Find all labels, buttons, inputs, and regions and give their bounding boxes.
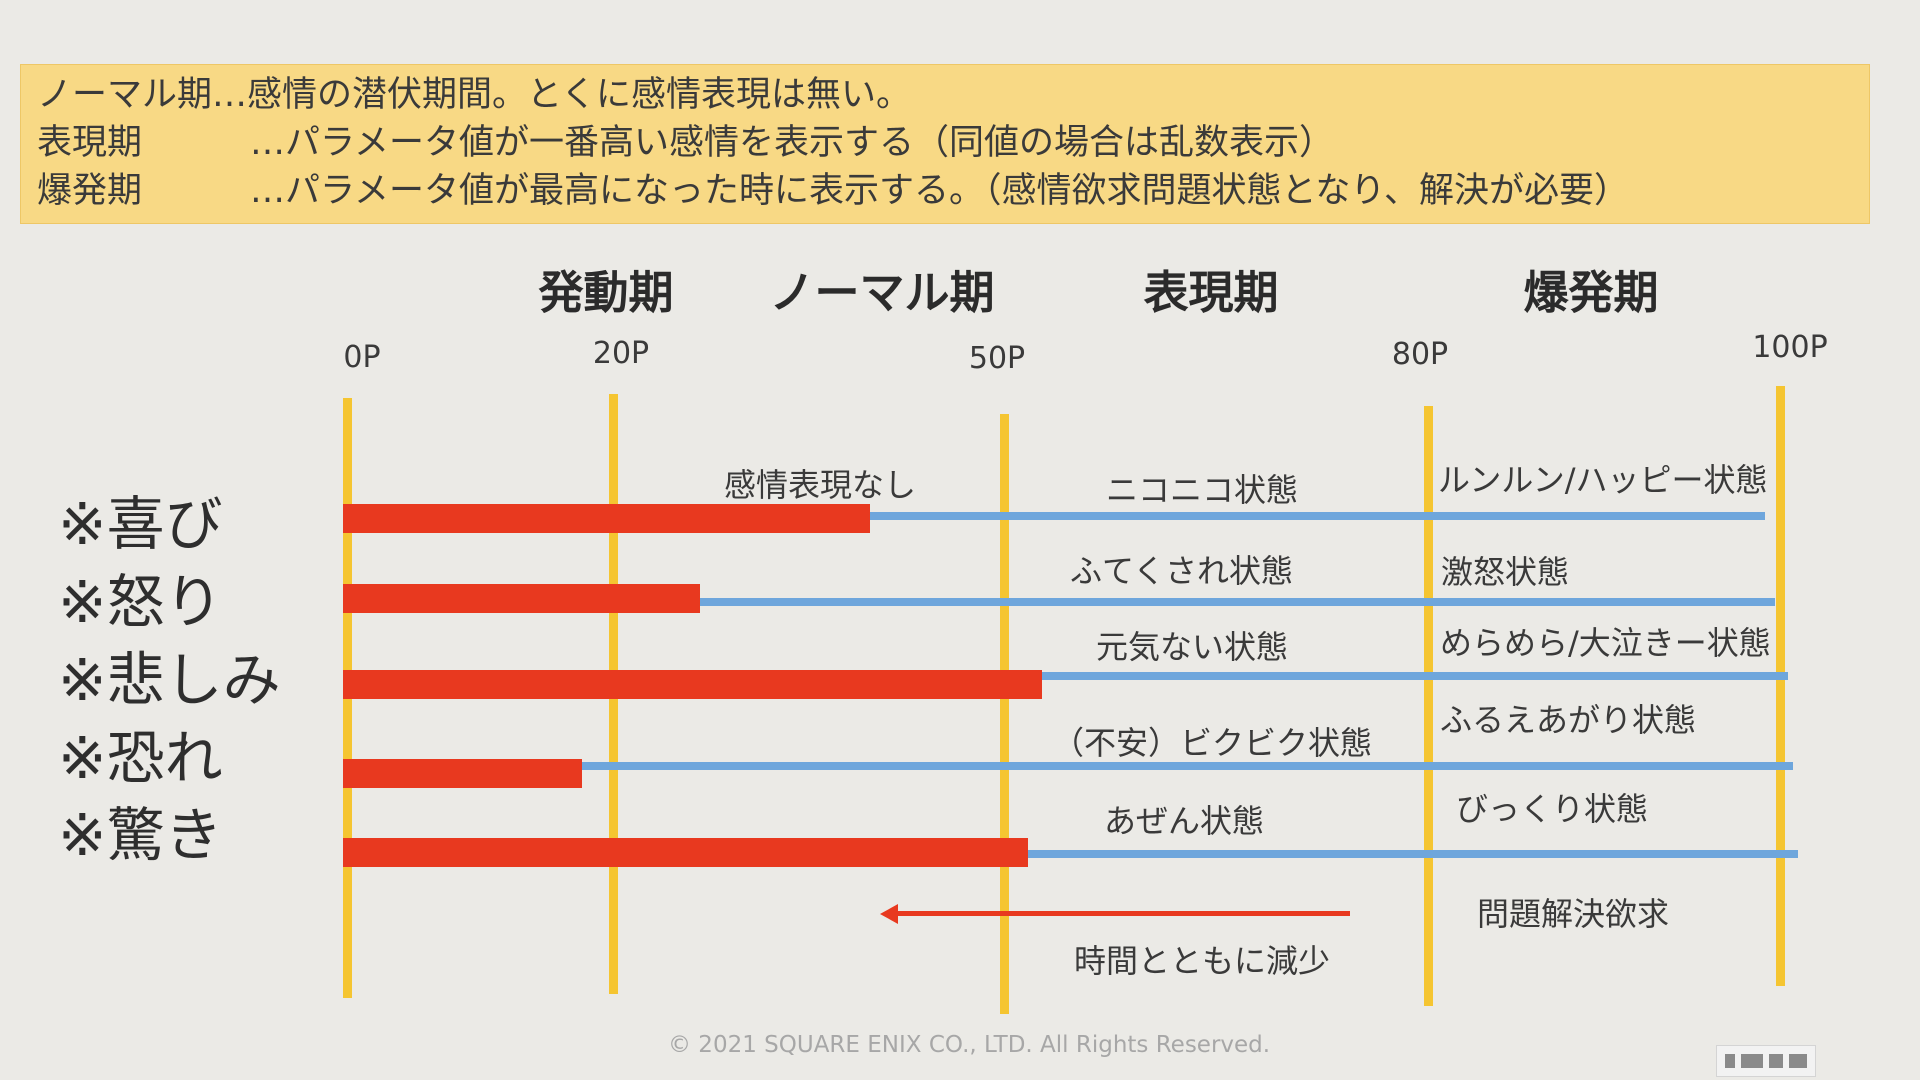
- state-anger-burst: 激怒状態: [1441, 553, 1570, 591]
- emotion-label-sadness: ※悲しみ: [58, 646, 281, 714]
- state-joy-normal: 感情表現なし: [724, 466, 917, 504]
- legend-desc-express: …パラメータ値が一番高い感情を表示する（同値の場合は乱数表示）: [250, 123, 1334, 163]
- state-sadness-burst: めらめら/大泣きー状態: [1440, 624, 1771, 662]
- phase-activation: 発動期: [538, 266, 674, 319]
- left-arrow-icon: [880, 904, 898, 924]
- track-joy: [343, 512, 1765, 520]
- state-fear-burst: ふるえあがり状態: [1440, 701, 1697, 739]
- divider-50p: [1000, 414, 1009, 1014]
- problem-solve-label: 問題解決欲求: [1477, 895, 1670, 933]
- emotion-label-fear: ※恐れ: [58, 724, 223, 792]
- tick-100p: 100P: [1752, 330, 1828, 365]
- legend-desc-burst: …パラメータ値が最高になった時に表示する。（感情欲求問題状態となり、解決が必要）: [250, 171, 1630, 211]
- legend-desc-normal: ノーマル期…感情の潜伏期間。とくに感情表現は無い。: [37, 75, 911, 115]
- divider-100p: [1776, 386, 1785, 986]
- tick-50p: 50P: [968, 341, 1026, 376]
- legend-line-express: 表現期 …パラメータ値が一番高い感情を表示する（同値の場合は乱数表示）: [37, 119, 1853, 167]
- state-fear-express: （不安）ビクビク状態: [1052, 724, 1373, 762]
- state-anger-express: ふてくされ状態: [1070, 552, 1294, 590]
- phase-legend-box: ノーマル期…感情の潜伏期間。とくに感情表現は無い。 表現期 …パラメータ値が一番…: [20, 64, 1870, 224]
- track-sadness: [343, 672, 1788, 680]
- phase-expression: 表現期: [1143, 266, 1279, 319]
- legend-term-burst: 爆発期: [37, 171, 143, 211]
- bar-surprise: [343, 838, 1029, 867]
- decrease-arrow-line: [895, 911, 1350, 916]
- track-fear: [343, 762, 1793, 770]
- bar-anger: [343, 584, 701, 613]
- phase-burst: 爆発期: [1523, 266, 1659, 319]
- state-surprise-express: あぜん状態: [1104, 802, 1265, 840]
- emotion-label-anger: ※怒り: [58, 568, 223, 636]
- tick-0p: 0P: [343, 340, 381, 375]
- bar-sadness: [343, 670, 1043, 699]
- state-joy-express: ニコニコ状態: [1106, 471, 1299, 509]
- state-joy-burst: ルンルン/ハッピー状態: [1438, 461, 1768, 499]
- state-surprise-burst: びっくり状態: [1456, 790, 1649, 828]
- divider-80p: [1424, 406, 1433, 1006]
- legend-line-normal: ノーマル期…感情の潜伏期間。とくに感情表現は無い。: [37, 71, 1853, 119]
- logo-icon: [1716, 1045, 1816, 1077]
- state-sadness-express: 元気ない状態: [1096, 628, 1289, 666]
- tick-80p: 80P: [1391, 337, 1449, 372]
- legend-line-burst: 爆発期 …パラメータ値が最高になった時に表示する。（感情欲求問題状態となり、解決…: [37, 167, 1853, 215]
- bar-fear: [343, 759, 583, 788]
- track-surprise: [343, 850, 1798, 858]
- bar-joy: [343, 504, 870, 533]
- decrease-label: 時間とともに減少: [1074, 942, 1331, 980]
- track-anger: [343, 598, 1775, 606]
- legend-term-express: 表現期: [37, 123, 143, 163]
- emotion-label-surprise: ※驚き: [58, 801, 223, 869]
- emotion-label-joy: ※喜び: [58, 490, 223, 558]
- phase-normal: ノーマル期: [769, 266, 995, 319]
- copyright-notice: © 2021 SQUARE ENIX CO., LTD. All Rights …: [668, 1032, 1271, 1058]
- tick-20p: 20P: [592, 336, 650, 371]
